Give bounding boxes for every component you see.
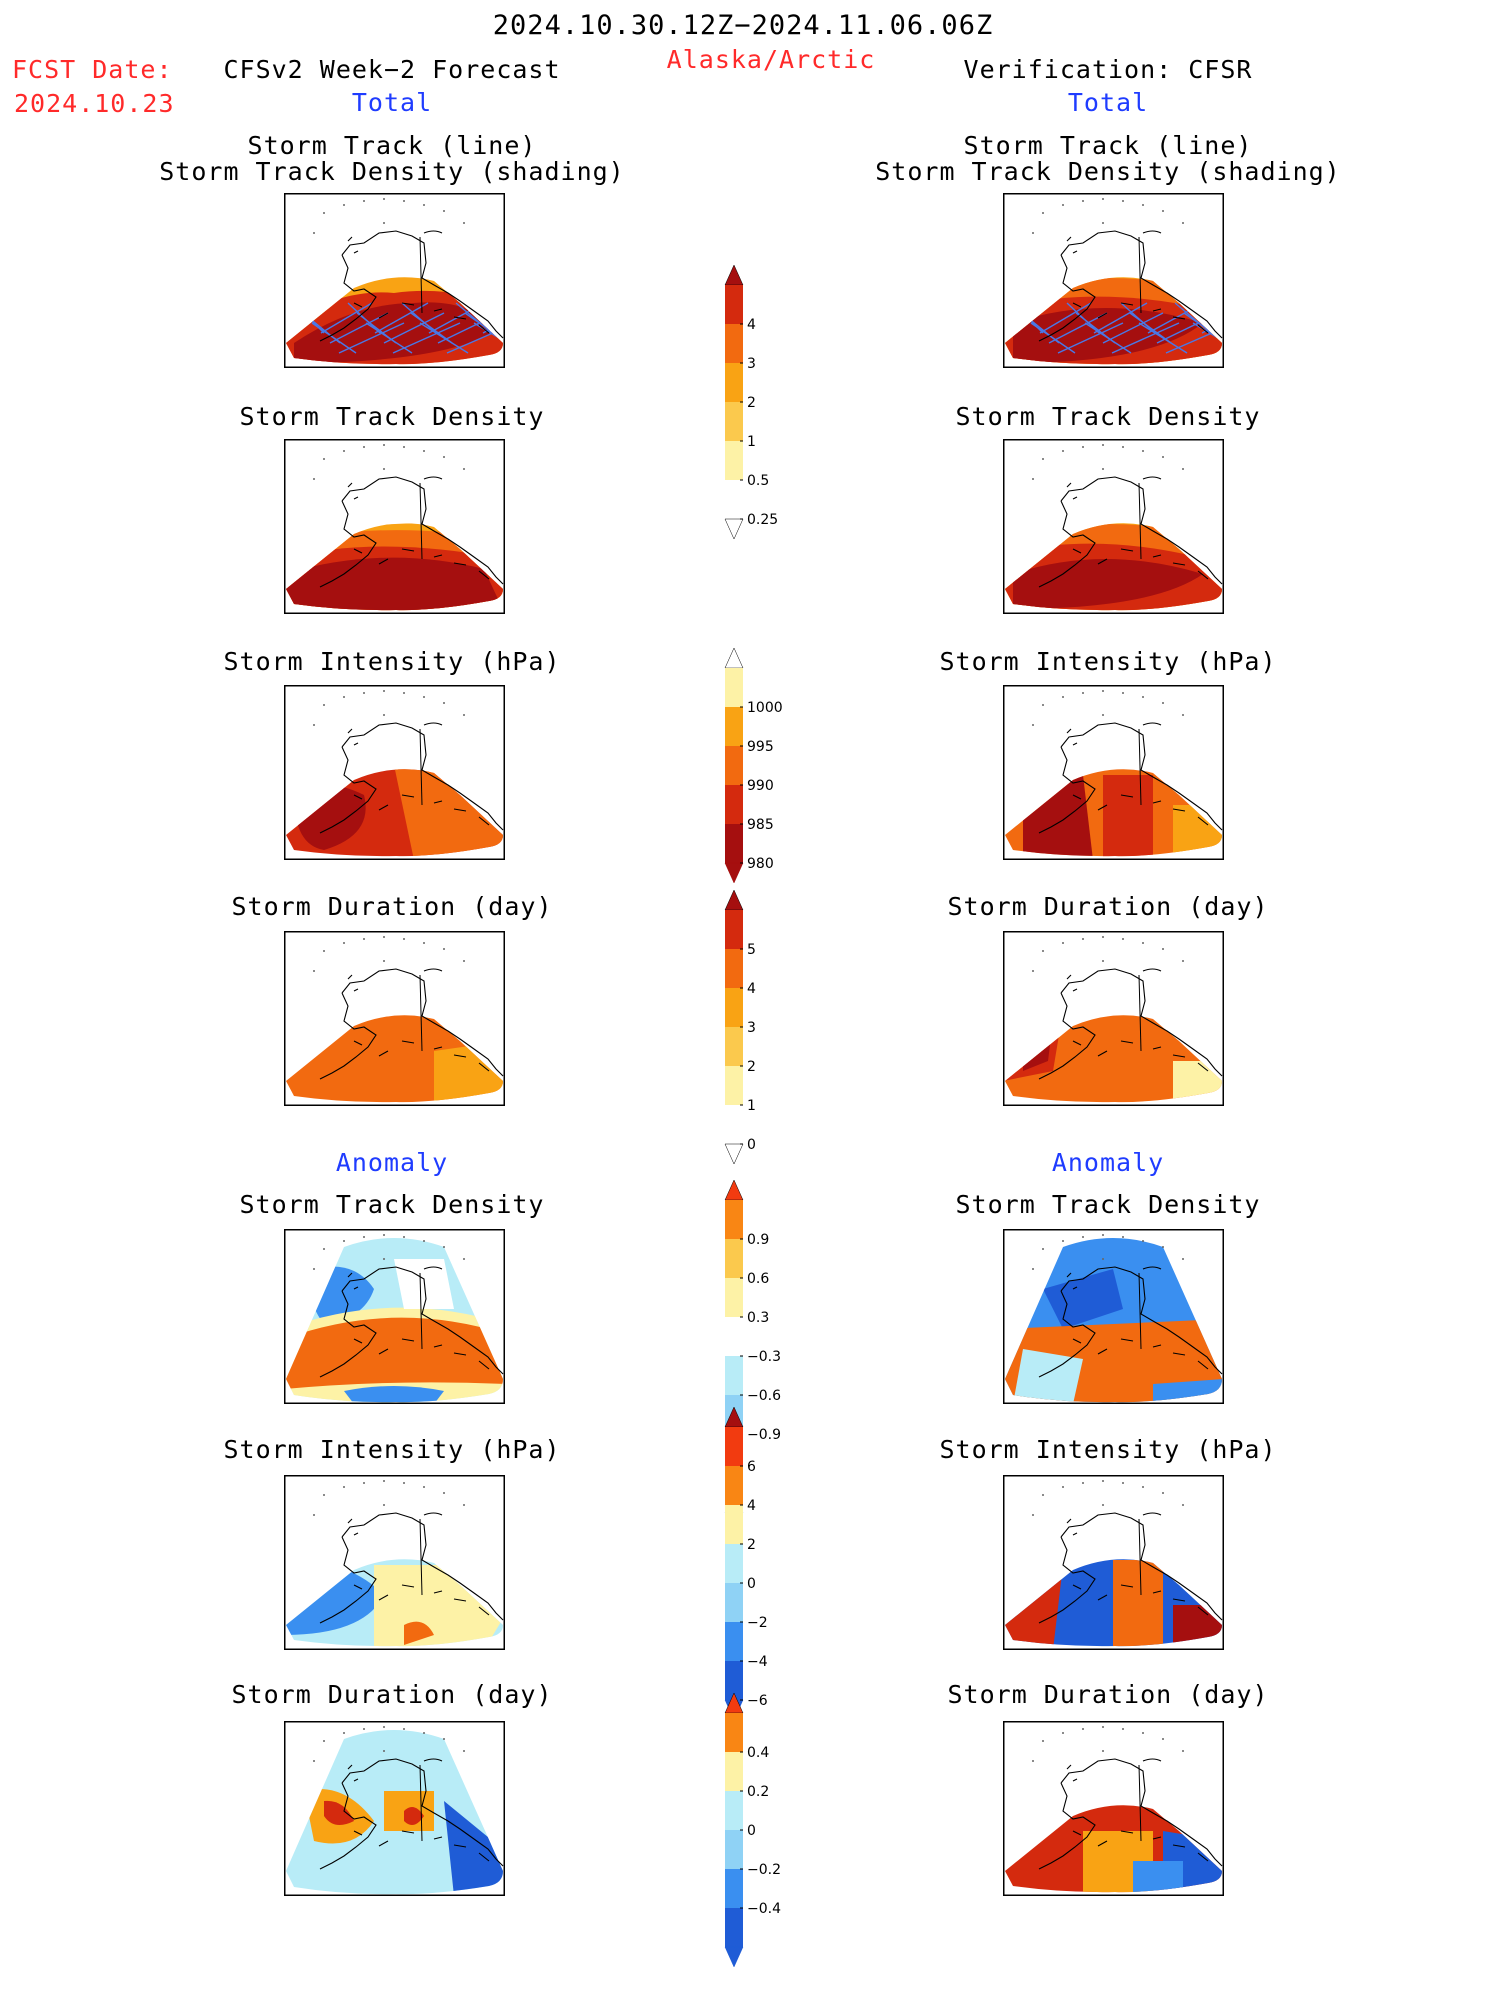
left-map-panel-2	[284, 439, 505, 614]
duration-anomaly-colorbar-label: 0.4	[747, 1745, 769, 1761]
right-panel-3-title: Storm Intensity (hPa)	[939, 647, 1277, 676]
duration-anomaly-colorbar-wrap: 0.4 0.2 0 −0.2 −0.4	[718, 1692, 808, 2010]
left-panel-1-title: Storm Track (line)	[247, 131, 537, 160]
track-density-colorbar-label: 3	[747, 356, 756, 372]
intensity-anomaly-colorbar-label: −4	[747, 1654, 768, 1670]
left-map-panel-6	[284, 1475, 505, 1650]
duration-anomaly-colorbar: 0.4 0.2 0 −0.2 −0.4	[724, 1692, 781, 1968]
left-map-panel-5	[284, 1229, 505, 1404]
right-map-panel-2	[1003, 439, 1224, 614]
intensity-anomaly-colorbar-label: 0	[747, 1576, 756, 1592]
duration-colorbar-wrap: 5 4 3 2 1 0	[718, 889, 808, 1207]
intensity-colorbar-label: 980	[747, 856, 774, 872]
left-column-title: CFSv2 Week−2 Forecast	[223, 55, 561, 84]
region-title: Alaska/Arctic	[666, 45, 876, 74]
fcst-date-value: 2024.10.23	[14, 89, 175, 118]
right-map-panel-5	[1003, 1229, 1224, 1404]
right-column-title: Verification: CFSR	[963, 55, 1253, 84]
duration-colorbar-label: 2	[747, 1059, 756, 1075]
left-panel-4-title: Storm Duration (day)	[231, 892, 553, 921]
left-map-duration_anom	[284, 1721, 505, 1896]
left-panel-2-title: Storm Track Density	[239, 402, 545, 431]
duration-anomaly-colorbar-label: −0.4	[747, 1901, 781, 1917]
left-map-panel-1	[284, 193, 505, 368]
left-map-intensity_anom	[284, 1475, 505, 1650]
left-panel-6-title: Storm Intensity (hPa)	[223, 1435, 561, 1464]
left-panel-3-title: Storm Intensity (hPa)	[223, 647, 561, 676]
track-density-colorbar-label: 2	[747, 395, 756, 411]
intensity-colorbar-wrap: 1000 995 990 985 980	[718, 647, 808, 926]
left-anomaly-heading: Anomaly	[335, 1148, 449, 1177]
intensity-colorbar-label: 995	[747, 739, 774, 755]
duration-colorbar-label: 3	[747, 1020, 756, 1036]
duration-colorbar-label: 5	[747, 942, 756, 958]
left-map-track_density	[284, 439, 505, 614]
left-map-panel-7	[284, 1721, 505, 1896]
right-map-track_density_anom	[1003, 1229, 1224, 1404]
density-anomaly-colorbar-label: −0.6	[747, 1388, 781, 1404]
left-map-panel-4	[284, 931, 505, 1106]
duration-anomaly-colorbar-label: 0	[747, 1823, 756, 1839]
intensity-colorbar-label: 1000	[747, 700, 783, 716]
intensity-anomaly-colorbar-label: 4	[747, 1498, 756, 1514]
track-density-colorbar: 4 3 2 1 0.5 0.25	[724, 264, 778, 540]
left-map-panel-3	[284, 685, 505, 860]
intensity-colorbar-label: 985	[747, 817, 774, 833]
right-map-panel-4	[1003, 931, 1224, 1106]
right-map-duration_anom	[1003, 1721, 1224, 1896]
right-map-track_density	[1003, 439, 1224, 614]
left-map-duration	[284, 931, 505, 1106]
intensity-anomaly-colorbar-label: −6	[747, 1693, 768, 1709]
right-map-panel-3	[1003, 685, 1224, 860]
density-anomaly-colorbar-label: −0.9	[747, 1427, 781, 1443]
right-anomaly-heading: Anomaly	[1051, 1148, 1165, 1177]
right-map-panel-7	[1003, 1721, 1224, 1896]
left-map-track_density_anom	[284, 1229, 505, 1404]
track-density-colorbar-label: 4	[747, 317, 756, 333]
left-column-subtitle: Total	[351, 88, 433, 117]
fcst-date-label: FCST Date:	[12, 55, 173, 84]
right-map-intensity_anom	[1003, 1475, 1224, 1650]
track-density-colorbar-wrap: 4 3 2 1 0.5 0.25	[718, 264, 808, 582]
right-panel-6-title: Storm Intensity (hPa)	[939, 1435, 1277, 1464]
left-panel-5-title: Storm Track Density	[239, 1190, 545, 1219]
duration-anomaly-colorbar-label: −0.2	[747, 1862, 781, 1878]
density-anomaly-colorbar-label: 0.6	[747, 1271, 769, 1287]
right-column-subtitle: Total	[1067, 88, 1149, 117]
duration-anomaly-colorbar-label: 0.2	[747, 1784, 769, 1800]
right-panel-1-subtitle: Storm Track Density (shading)	[875, 157, 1341, 186]
right-map-panel-6	[1003, 1475, 1224, 1650]
duration-colorbar-label: 0	[747, 1137, 756, 1153]
right-map-duration	[1003, 931, 1224, 1106]
track-density-colorbar-label: 0.5	[747, 473, 769, 489]
intensity-anomaly-colorbar-label: 2	[747, 1537, 756, 1553]
left-map-track_line_density	[284, 193, 505, 368]
right-panel-5-title: Storm Track Density	[955, 1190, 1261, 1219]
left-panel-7-title: Storm Duration (day)	[231, 1680, 553, 1709]
density-anomaly-colorbar-label: −0.3	[747, 1349, 781, 1365]
duration-colorbar: 5 4 3 2 1 0	[724, 889, 756, 1165]
duration-colorbar-label: 4	[747, 981, 756, 997]
right-panel-4-title: Storm Duration (day)	[947, 892, 1269, 921]
left-map-intensity	[284, 685, 505, 860]
intensity-anomaly-colorbar-label: 6	[747, 1459, 756, 1475]
right-panel-7-title: Storm Duration (day)	[947, 1680, 1269, 1709]
density-anomaly-colorbar-label: 0.3	[747, 1310, 769, 1326]
right-map-panel-1	[1003, 193, 1224, 368]
left-panel-1-subtitle: Storm Track Density (shading)	[159, 157, 625, 186]
intensity-colorbar-label: 990	[747, 778, 774, 794]
density-anomaly-colorbar-label: 0.9	[747, 1232, 769, 1248]
track-density-colorbar-label: 1	[747, 434, 756, 450]
right-map-track_line_density	[1003, 193, 1224, 368]
right-panel-2-title: Storm Track Density	[955, 402, 1261, 431]
intensity-anomaly-colorbar-label: −2	[747, 1615, 768, 1631]
right-map-intensity	[1003, 685, 1224, 860]
date-range-title: 2024.10.30.12Z−2024.11.06.06Z	[492, 10, 994, 41]
right-panel-1-title: Storm Track (line)	[963, 131, 1253, 160]
intensity-colorbar: 1000 995 990 985 980	[724, 647, 783, 884]
duration-colorbar-label: 1	[747, 1098, 756, 1114]
track-density-colorbar-label: 0.25	[747, 512, 778, 528]
